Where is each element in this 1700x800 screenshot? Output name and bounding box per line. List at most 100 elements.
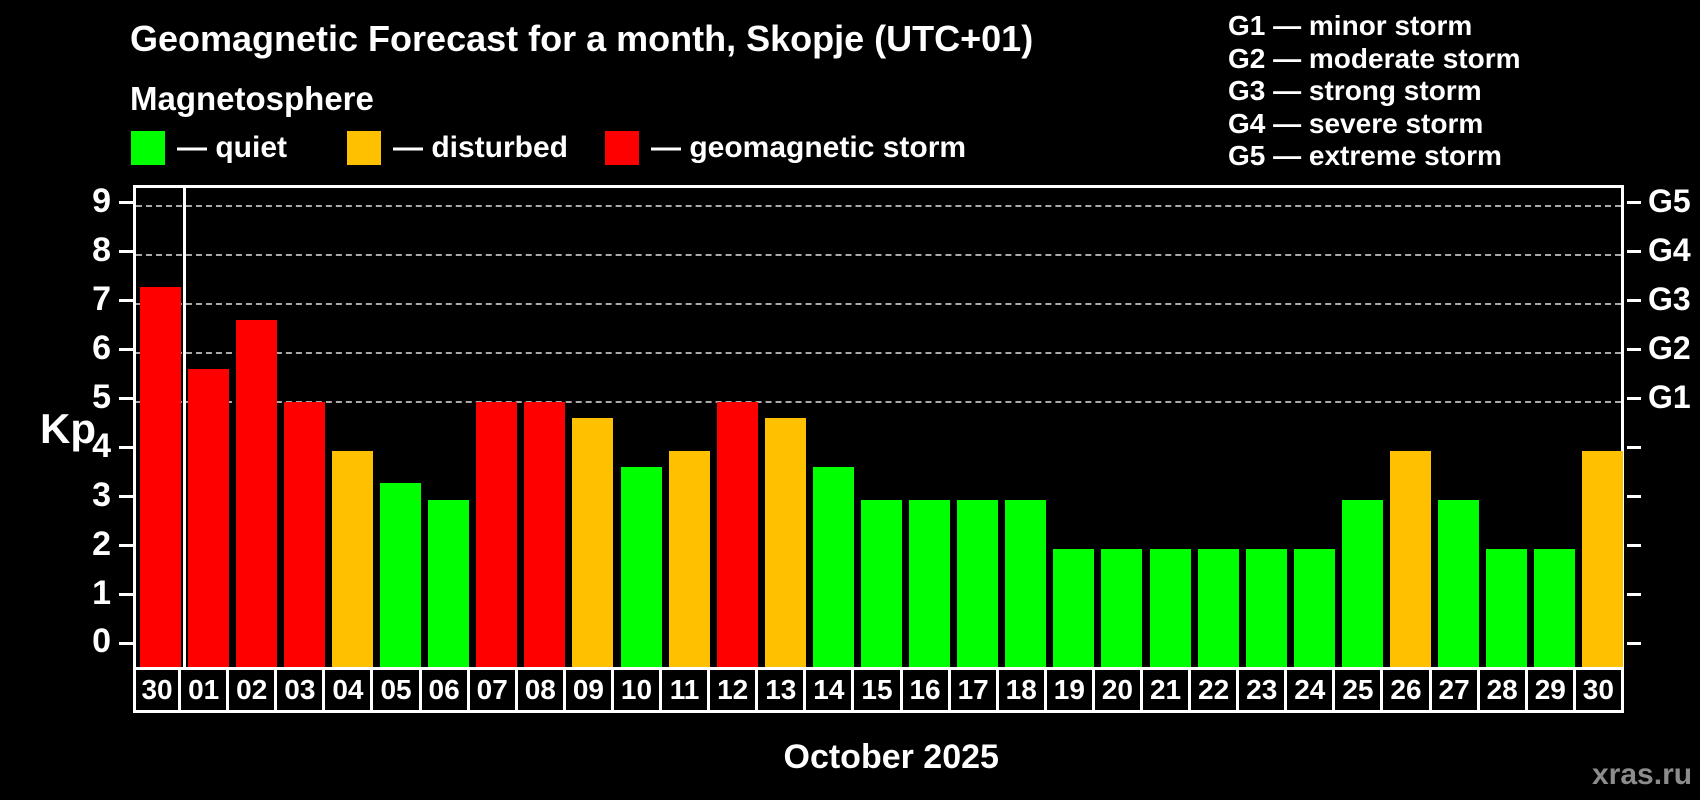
left-tick-kp-8 bbox=[119, 250, 133, 254]
y-tick-label-1: 1 bbox=[92, 573, 111, 612]
gridline-kp-7 bbox=[136, 302, 1621, 305]
bar-day-17 bbox=[957, 499, 999, 670]
legend-quiet-label: — quiet bbox=[177, 131, 287, 164]
left-tick-kp-0 bbox=[119, 641, 133, 645]
bar-day-08 bbox=[524, 401, 566, 670]
bar-day-16 bbox=[909, 499, 951, 670]
bar-day-30 bbox=[139, 287, 181, 670]
legend-item-storm: — geomagnetic storm bbox=[605, 131, 966, 165]
bar-day-07 bbox=[476, 401, 518, 670]
quiet-color-swatch bbox=[131, 131, 165, 165]
bar-day-21 bbox=[1149, 548, 1191, 670]
left-tick-kp-5 bbox=[119, 397, 133, 401]
day-label-06: 06 bbox=[418, 667, 470, 713]
bar-day-14 bbox=[812, 466, 854, 670]
storm-color-swatch bbox=[605, 131, 639, 165]
day-label-13: 13 bbox=[755, 667, 807, 713]
y-axis-title: Kp bbox=[40, 405, 96, 452]
gridline-kp-6 bbox=[136, 351, 1621, 354]
right-axis-label-G2: G2 bbox=[1648, 329, 1691, 366]
y-tick-label-8: 8 bbox=[92, 230, 111, 269]
x-axis-title: October 2025 bbox=[783, 738, 999, 776]
legend-storm-label: — geomagnetic storm bbox=[651, 131, 967, 164]
day-label-07: 07 bbox=[466, 667, 518, 713]
page-title: Geomagnetic Forecast for a month, Skopje… bbox=[130, 18, 1034, 59]
left-tick-kp-6 bbox=[119, 348, 133, 352]
bar-day-02 bbox=[235, 319, 277, 670]
y-tick-label-9: 9 bbox=[92, 181, 111, 220]
plot-area bbox=[133, 185, 1624, 670]
gridline-kp-5 bbox=[136, 400, 1621, 403]
right-tick-kp-7 bbox=[1627, 299, 1641, 303]
gridline-kp-8 bbox=[136, 253, 1621, 256]
y-tick-label-2: 2 bbox=[92, 524, 111, 563]
legend-item-disturbed: — disturbed bbox=[347, 131, 568, 165]
gridline-kp-9 bbox=[136, 204, 1621, 207]
watermark: xras.ru bbox=[1592, 758, 1693, 791]
day-label-11: 11 bbox=[659, 667, 711, 713]
day-label-16: 16 bbox=[899, 667, 951, 713]
legend-item-quiet: — quiet bbox=[131, 131, 287, 165]
y-tick-label-4: 4 bbox=[92, 426, 111, 465]
day-label-17: 17 bbox=[947, 667, 999, 713]
right-tick-kp-2 bbox=[1627, 544, 1641, 548]
right-tick-kp-4 bbox=[1627, 446, 1641, 450]
right-tick-kp-6 bbox=[1627, 348, 1641, 352]
right-tick-kp-3 bbox=[1627, 495, 1641, 499]
bar-day-20 bbox=[1101, 548, 1143, 670]
day-label-01: 01 bbox=[178, 667, 230, 713]
left-tick-kp-4 bbox=[119, 446, 133, 450]
day-label-27: 27 bbox=[1428, 667, 1480, 713]
right-tick-kp-8 bbox=[1627, 250, 1641, 254]
y-tick-label-0: 0 bbox=[92, 622, 111, 661]
day-label-03: 03 bbox=[274, 667, 326, 713]
month-separator-line bbox=[182, 188, 186, 670]
day-label-26: 26 bbox=[1380, 667, 1432, 713]
bar-day-01 bbox=[187, 368, 229, 670]
y-tick-label-5: 5 bbox=[92, 377, 111, 416]
day-label-14: 14 bbox=[803, 667, 855, 713]
day-label-02: 02 bbox=[226, 667, 278, 713]
day-label-25: 25 bbox=[1332, 667, 1384, 713]
disturbed-color-swatch bbox=[347, 131, 381, 165]
right-axis-label-G3: G3 bbox=[1648, 280, 1691, 317]
bar-day-12 bbox=[716, 401, 758, 670]
right-tick-kp-5 bbox=[1627, 397, 1641, 401]
y-tick-label-3: 3 bbox=[92, 475, 111, 514]
bar-day-19 bbox=[1053, 548, 1095, 670]
day-label-19: 19 bbox=[1043, 667, 1095, 713]
day-label-20: 20 bbox=[1091, 667, 1143, 713]
bar-day-15 bbox=[861, 499, 902, 670]
bar-day-18 bbox=[1005, 499, 1047, 670]
right-axis-label-G1: G1 bbox=[1648, 378, 1691, 415]
magnetosphere-subtitle: Magnetosphere bbox=[130, 80, 374, 117]
bar-day-13 bbox=[764, 417, 806, 670]
left-tick-kp-3 bbox=[119, 495, 133, 499]
day-label-08: 08 bbox=[514, 667, 566, 713]
day-label-21: 21 bbox=[1139, 667, 1192, 713]
day-label-22: 22 bbox=[1188, 667, 1240, 713]
day-label-12: 12 bbox=[707, 667, 759, 713]
bar-day-28 bbox=[1486, 548, 1528, 670]
day-label-row: 30 01 02 03 04 05 06 07 08 09 10 11 12 13 14 15 16 17 18 19… bbox=[133, 667, 1624, 713]
bar-day-04 bbox=[331, 450, 373, 670]
bar-day-26 bbox=[1390, 450, 1432, 670]
right-tick-kp-0 bbox=[1627, 641, 1641, 645]
y-tick-label-6: 6 bbox=[92, 328, 111, 367]
legend-disturbed-label: — disturbed bbox=[393, 131, 569, 164]
bar-day-11 bbox=[668, 450, 710, 670]
day-label-29: 29 bbox=[1524, 667, 1576, 713]
right-tick-kp-9 bbox=[1627, 201, 1641, 205]
left-tick-kp-9 bbox=[119, 201, 133, 205]
bar-day-03 bbox=[283, 401, 325, 670]
y-tick-label-7: 7 bbox=[92, 279, 111, 318]
bar-day-24 bbox=[1293, 548, 1335, 670]
bar-day-27 bbox=[1438, 499, 1480, 670]
day-label-10: 10 bbox=[610, 667, 663, 713]
bar-day-09 bbox=[572, 417, 614, 670]
bar-day-23 bbox=[1245, 548, 1287, 670]
day-label-28: 28 bbox=[1476, 667, 1528, 713]
day-label-prev-30: 30 bbox=[133, 667, 182, 713]
day-label-30: 30 bbox=[1572, 667, 1624, 713]
